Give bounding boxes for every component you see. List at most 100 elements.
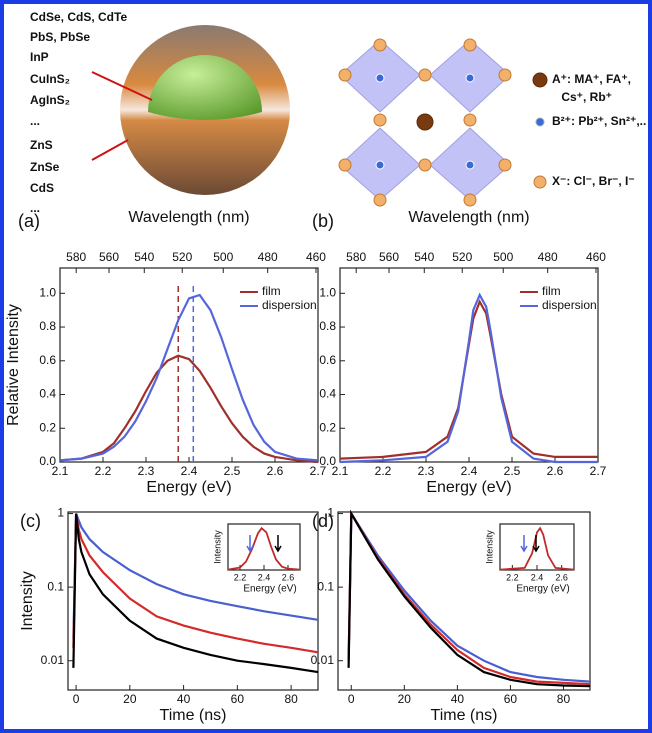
y-tick-label: 0.1	[317, 579, 334, 593]
x-tick-label: 60	[231, 692, 245, 706]
x-tick-label: 2.4	[181, 464, 198, 478]
x-tick-label: 2.3	[138, 464, 155, 478]
legend-label: dispersion	[262, 298, 317, 312]
x2-tick-label: 540	[414, 250, 434, 264]
y-tick-label: 0.2	[39, 420, 56, 434]
x-tick-label: 2.2	[506, 572, 519, 582]
y-axis-label: Intensity	[484, 530, 494, 564]
series-line	[347, 509, 591, 688]
y-tick-label: 0.2	[319, 420, 336, 434]
x-axis-label: Energy (eV)	[146, 479, 231, 496]
x-tick-label: 80	[557, 692, 571, 706]
material-label: CdSe, CdS, CdTe	[30, 10, 127, 24]
x2-tick-label: 460	[306, 250, 326, 264]
material-label: AgInS₂	[30, 93, 70, 107]
panel-label: (c)	[20, 511, 41, 531]
y-tick-label: 0.6	[39, 353, 56, 367]
y-tick-label: 1	[57, 506, 64, 520]
x-tick-label: 80	[284, 692, 298, 706]
x2-tick-label: 480	[258, 250, 278, 264]
y-tick-label: 0.01	[41, 653, 65, 667]
y-axis-label: Intensity	[19, 571, 36, 631]
x2-tick-label: 520	[452, 250, 472, 264]
y-tick-label: 0.4	[319, 387, 336, 401]
x2-tick-label: 500	[493, 250, 513, 264]
x2-tick-label: 520	[172, 250, 192, 264]
y-axis-label: Relative Intensity	[5, 304, 22, 426]
x2-axis-label: Wavelength (nm)	[408, 209, 529, 226]
x2-tick-label: 540	[134, 250, 154, 264]
x-tick-label: 2.5	[504, 464, 521, 478]
y-tick-label: 0.8	[319, 319, 336, 333]
panel-label: (b)	[312, 211, 334, 231]
inset-frame	[227, 523, 301, 571]
inset-arrow	[532, 535, 540, 553]
x2-tick-label: 500	[213, 250, 233, 264]
x-tick-label: 60	[504, 692, 518, 706]
y-tick-label: 0.8	[39, 319, 56, 333]
x2-tick-label: 580	[346, 250, 366, 264]
inset-arrow	[520, 535, 528, 553]
x-tick-label: 2.2	[234, 572, 247, 582]
series-line	[499, 526, 575, 571]
material-label: ...	[30, 114, 40, 128]
x2-tick-label: 560	[99, 250, 119, 264]
series-line	[72, 513, 319, 639]
y-tick-label: 0.01	[311, 653, 335, 667]
material-label: ...	[30, 201, 40, 215]
x-tick-label: 40	[451, 692, 465, 706]
x-tick-label: 20	[398, 692, 412, 706]
x-axis-label: Time (ns)	[160, 707, 227, 724]
quantum-dot	[91, 25, 290, 195]
series-line	[339, 292, 598, 464]
legend-label: film	[542, 284, 561, 298]
y-axis-label: Intensity	[212, 530, 222, 564]
x2-tick-label: 580	[66, 250, 86, 264]
material-label: ZnS	[30, 138, 53, 152]
y-tick-label: 0.0	[39, 454, 56, 468]
perovskite-atoms	[338, 38, 548, 207]
inset-arrow	[246, 535, 254, 553]
x-tick-label: 2.3	[418, 464, 435, 478]
x-tick-label: 2.1	[52, 464, 69, 478]
series-line	[59, 293, 319, 462]
x2-tick-label: 460	[586, 250, 606, 264]
y-tick-label: 0.1	[47, 579, 64, 593]
x-tick-label: 2.1	[332, 464, 349, 478]
series-line	[339, 299, 598, 460]
series-line	[72, 513, 319, 654]
x-axis-label: Energy (eV)	[516, 584, 569, 595]
legend-label: Cs⁺, Rb⁺	[561, 90, 612, 104]
legend-label: film	[262, 284, 281, 298]
legend-label: dispersion	[542, 298, 597, 312]
series-line	[59, 354, 319, 464]
series-line	[227, 526, 301, 571]
x-tick-label: 2.5	[224, 464, 241, 478]
x-tick-label: 2.2	[375, 464, 392, 478]
legend-label: X⁻: Cl⁻, Br⁻, I⁻	[552, 174, 635, 188]
y-tick-label: 1	[327, 506, 334, 520]
x-tick-label: 2.7	[590, 464, 607, 478]
material-label: CdS	[30, 181, 54, 195]
x-tick-label: 2.2	[95, 464, 112, 478]
x-tick-label: 0	[348, 692, 355, 706]
x-tick-label: 0	[73, 692, 80, 706]
y-tick-label: 0.4	[39, 387, 56, 401]
x2-tick-label: 560	[379, 250, 399, 264]
x-tick-label: 2.6	[555, 572, 568, 582]
series-line	[72, 513, 319, 674]
x-tick-label: 2.7	[310, 464, 327, 478]
legend-label: A⁺: MA⁺, FA⁺,	[552, 72, 631, 86]
x-axis-label: Time (ns)	[431, 707, 498, 724]
x-tick-label: 40	[177, 692, 191, 706]
x2-axis-label: Wavelength (nm)	[128, 209, 249, 226]
x-tick-label: 2.6	[547, 464, 564, 478]
x-axis-label: Energy (eV)	[243, 584, 296, 595]
panel-label: (a)	[18, 211, 40, 231]
y-tick-label: 1.0	[39, 285, 56, 299]
plot-frame	[339, 267, 599, 463]
y-tick-label: 0.0	[319, 454, 336, 468]
x-axis-label: Energy (eV)	[426, 479, 511, 496]
legend-label: B²⁺: Pb²⁺, Sn²⁺,..	[552, 114, 646, 128]
